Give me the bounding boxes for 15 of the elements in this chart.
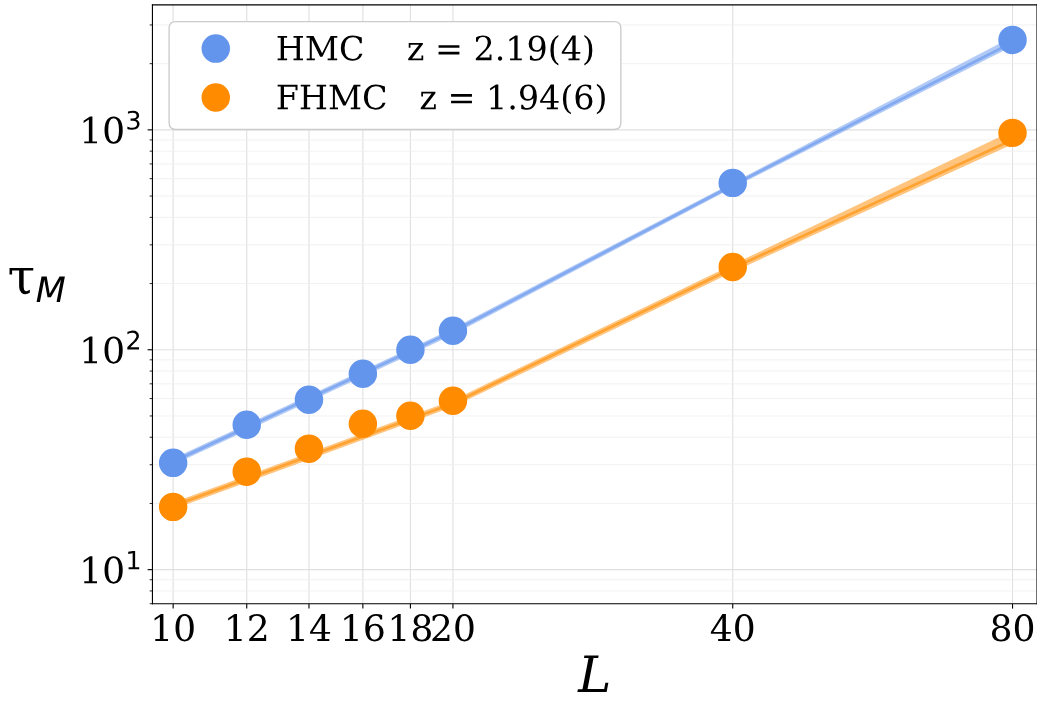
y-axis-title: τ$_{M}$ — [9, 267, 65, 303]
x-tick-label: 80 — [991, 614, 1034, 642]
x-tick-label: 20 — [432, 614, 474, 642]
y-tick-label: 10$^{3}$ — [83, 110, 140, 144]
y-tick-label: 10$^{2}$ — [83, 330, 140, 364]
x-tick-label: 12 — [228, 614, 267, 641]
x-tick-label: 16 — [344, 614, 384, 642]
x-tick-label: 14 — [290, 614, 331, 641]
legend-label: FHMC z = 1.94(6) — [277, 83, 605, 115]
x-axis-title: L — [577, 655, 609, 692]
x-tick-label: 18 — [391, 614, 431, 642]
legend-label: HMC z = 2.19(4) — [277, 34, 593, 66]
x-tick-label: 10 — [154, 614, 194, 642]
x-tick-label: 40 — [710, 614, 754, 642]
y-tick-label: 10$^{1}$ — [83, 550, 140, 584]
